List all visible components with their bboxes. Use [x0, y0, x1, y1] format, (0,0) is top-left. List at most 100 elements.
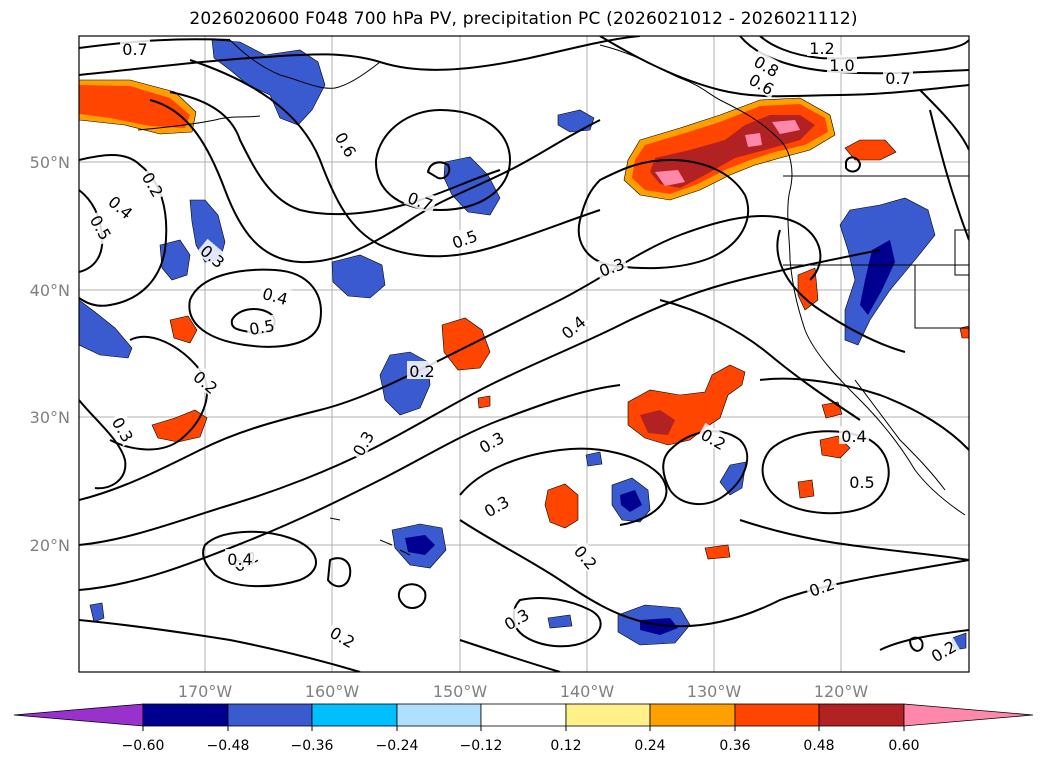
- contour-label-bg: [108, 411, 140, 447]
- colorbar-tick-label: −0.24: [376, 738, 419, 754]
- colorbar-swatch: [142, 703, 229, 727]
- contour-label: 0.2: [409, 362, 434, 381]
- precip-positive-patch: [151, 409, 208, 443]
- lat-label: 20°N: [30, 536, 70, 555]
- contour-label-bg: [827, 55, 857, 73]
- contour-label-bg: [696, 422, 732, 454]
- lat-label: 50°N: [30, 153, 70, 172]
- contour-label-bg: [245, 314, 278, 338]
- contour-label-bg: [407, 361, 437, 379]
- contour-label-bg: [331, 126, 363, 162]
- colorbar-swatch: [818, 703, 905, 727]
- contour-label-bg: [120, 39, 150, 57]
- colorbar-tick-label: 0.36: [719, 738, 750, 754]
- contour-label-bg: [346, 425, 378, 461]
- colorbar-tick-label: −0.36: [291, 738, 334, 754]
- precip-negative-patch: [89, 602, 105, 623]
- precip-positive-patch: [797, 479, 815, 499]
- contour-label: 0.5: [248, 316, 276, 339]
- contour-label: 0.4: [841, 427, 866, 446]
- contour-label-bg: [189, 364, 224, 399]
- contour-label-bg: [847, 472, 877, 490]
- contour-label-bg: [498, 602, 534, 634]
- precip-negative-patch: [719, 461, 747, 496]
- precip-negative-patch: [79, 299, 133, 359]
- precip-negative-patch: [585, 451, 603, 467]
- pv-contours: [79, 36, 969, 672]
- contour-label-bg: [478, 489, 514, 521]
- contour-label-bg: [925, 634, 961, 666]
- colorbar-swatch: [311, 703, 398, 727]
- latitude-labels: 50°N 40°N 30°N 20°N: [30, 153, 70, 555]
- colorbar-tick-label: −0.60: [122, 738, 165, 754]
- colorbar-tick-label: 0.12: [550, 738, 581, 754]
- lat-label: 40°N: [30, 281, 70, 300]
- lon-label: 160°W: [305, 682, 360, 701]
- colorbar-swatch: [565, 703, 651, 727]
- contour-label: 0.7: [122, 40, 147, 59]
- map-frame: [78, 35, 970, 673]
- colorbar-tick-label: 0.48: [803, 738, 834, 754]
- contour-label: 1.2: [809, 39, 834, 58]
- map-title: 2026020600 F048 700 hPa PV, precipitatio…: [189, 9, 858, 29]
- colorbar-extend-low: [13, 703, 144, 727]
- lat-label: 30°N: [30, 408, 70, 427]
- precip-negative-patch: [557, 109, 595, 133]
- contour-label-bg: [807, 38, 837, 56]
- colorbar-ticks: [142, 726, 905, 731]
- precip-positive-patch: [704, 544, 731, 560]
- colorbar-swatch: [649, 703, 736, 727]
- coastlines: [137, 39, 969, 556]
- contour-label-bg: [325, 620, 361, 652]
- contour-label-bg: [225, 549, 255, 567]
- map-panel: [79, 36, 969, 672]
- lon-label: 170°W: [178, 682, 233, 701]
- contour-label-bg: [138, 166, 170, 202]
- colorbar-tick-label: −0.12: [460, 738, 503, 754]
- precip-negative-patch: [159, 239, 191, 281]
- precip-positive-patch: [844, 139, 897, 161]
- precip-negative-patch: [443, 156, 501, 216]
- colorbar-swatch: [480, 703, 567, 727]
- contour-label-bg: [555, 309, 590, 344]
- contour-label-bg: [569, 539, 604, 574]
- precip-positive-patch: [544, 483, 579, 529]
- colorbar-swatch: [734, 703, 820, 727]
- precip-positive-patch: [441, 317, 491, 371]
- colorbar-extend-high: [903, 703, 1034, 727]
- longitude-labels: 170°W 160°W 150°W 140°W 130°W 120°W: [178, 682, 869, 701]
- colorbar-tick-label: 0.24: [634, 738, 665, 754]
- contour-label-bg: [473, 425, 509, 457]
- contour-label-bg: [594, 252, 629, 280]
- precip-positive-patch: [169, 315, 198, 344]
- contour-label-bg: [258, 282, 293, 308]
- contour-label-bg: [744, 67, 780, 99]
- precip-positive-patch: [821, 401, 843, 419]
- contour-label: 1.0: [829, 56, 854, 75]
- contour-label: 0.7: [885, 69, 910, 88]
- contour-label-bg: [86, 209, 118, 245]
- contour-label-bg: [403, 186, 438, 214]
- precip-positive-patch: [959, 325, 969, 339]
- lon-label: 130°W: [687, 682, 742, 701]
- precip-positive-patch: [477, 395, 491, 409]
- contour-label-bg: [839, 426, 869, 444]
- lon-label: 140°W: [560, 682, 615, 701]
- contour-label-bg: [196, 238, 231, 273]
- contour-label: 0.4: [227, 550, 252, 569]
- contour-label-bg: [447, 224, 482, 252]
- precip-negative-patch: [211, 39, 326, 126]
- lon-label: 120°W: [814, 682, 869, 701]
- colorbar-tick-label: 0.60: [888, 738, 919, 754]
- precip-negative-patch: [331, 254, 386, 299]
- contour-label-bg: [883, 68, 913, 86]
- colorbar-labels: −0.60 −0.48 −0.36 −0.24 −0.12 0.12 0.24 …: [122, 738, 920, 754]
- contour-label: 0.5: [849, 473, 874, 492]
- colorbar-swatch: [396, 703, 482, 727]
- precip-negative-patch: [547, 614, 573, 629]
- contour-label-bg: [104, 189, 139, 224]
- precip-anomaly-fill: [79, 39, 969, 651]
- colorbar: [13, 703, 1034, 727]
- colorbar-tick-label: −0.48: [207, 738, 250, 754]
